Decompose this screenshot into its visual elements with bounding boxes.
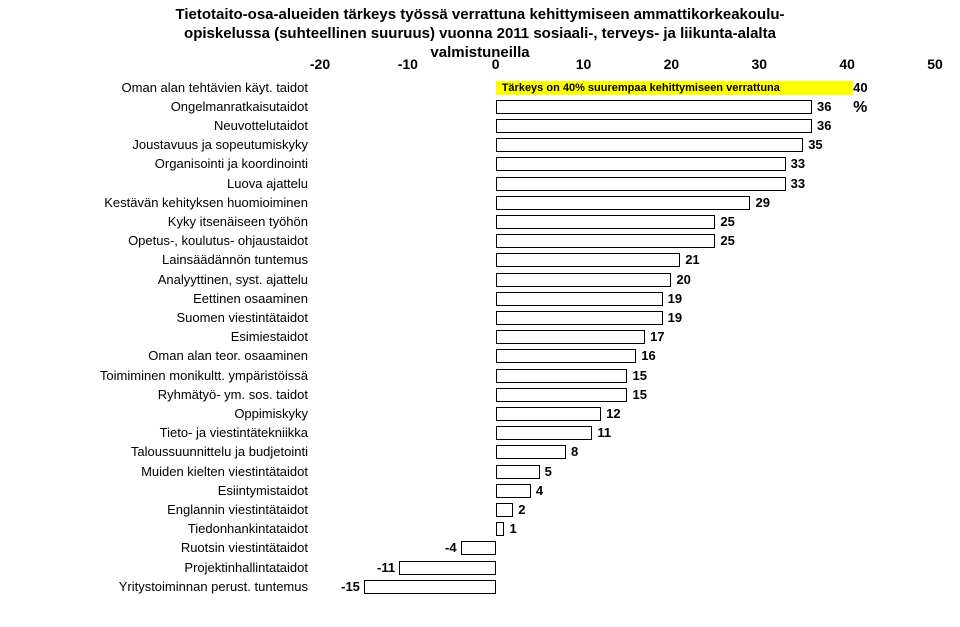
category-label: Toimiminen monikultt. ympäristöissä — [0, 368, 308, 383]
bar — [496, 465, 540, 479]
bar — [399, 561, 496, 575]
value-label: 4 — [536, 483, 543, 498]
x-tick: 20 — [664, 56, 680, 72]
value-label: 25 — [720, 214, 734, 229]
value-label: 40 — [853, 80, 867, 95]
category-label: Tieto- ja viestintätekniikka — [0, 425, 308, 440]
value-label: 12 — [606, 406, 620, 421]
highlight-band: Tärkeys on 40% suurempaa kehittymiseen v… — [496, 81, 853, 95]
category-label: Ruotsin viestintätaidot — [0, 540, 308, 555]
category-label: Luova ajattelu — [0, 176, 308, 191]
bar — [496, 100, 812, 114]
category-label: Opetus-, koulutus- ohjaustaidot — [0, 233, 308, 248]
value-label: 19 — [668, 310, 682, 325]
percent-label: % — [853, 99, 867, 117]
x-tick: 30 — [751, 56, 767, 72]
x-tick: 0 — [492, 56, 500, 72]
bar — [496, 330, 645, 344]
category-label: Yritystoiminnan perust. tuntemus — [0, 579, 308, 594]
value-label: 36 — [817, 118, 831, 133]
bar — [496, 157, 786, 171]
category-label: Oppimiskyky — [0, 406, 308, 421]
value-label: 21 — [685, 252, 699, 267]
category-label: Tiedonhankintataidot — [0, 521, 308, 536]
bar — [496, 503, 514, 517]
value-label: 15 — [633, 387, 647, 402]
bar — [496, 369, 628, 383]
bar — [496, 426, 593, 440]
category-label: Projektinhallintataidot — [0, 560, 308, 575]
bar — [496, 273, 672, 287]
category-label: Kyky itsenäiseen työhön — [0, 214, 308, 229]
x-tick: -10 — [398, 56, 418, 72]
bar — [364, 580, 496, 594]
x-tick: 50 — [927, 56, 943, 72]
category-label: Kestävän kehityksen huomioiminen — [0, 195, 308, 210]
value-label: 1 — [510, 521, 517, 536]
bar — [496, 311, 663, 325]
value-label: 8 — [571, 444, 578, 459]
value-label: 33 — [791, 156, 805, 171]
category-label: Suomen viestintätaidot — [0, 310, 308, 325]
category-label: Oman alan tehtävien käyt. taidot — [0, 80, 308, 95]
bar — [496, 484, 531, 498]
category-label: Eettinen osaaminen — [0, 291, 308, 306]
value-label: 20 — [676, 272, 690, 287]
category-label: Esiintymistaidot — [0, 483, 308, 498]
bar — [496, 138, 804, 152]
category-label: Neuvottelutaidot — [0, 118, 308, 133]
bar — [496, 445, 566, 459]
bar — [496, 388, 628, 402]
value-label: -11 — [377, 560, 395, 575]
bar — [496, 253, 681, 267]
x-tick: 10 — [576, 56, 592, 72]
category-label: Ryhmätyö- ym. sos. taidot — [0, 387, 308, 402]
value-label: 2 — [518, 502, 525, 517]
value-label: 19 — [668, 291, 682, 306]
value-label: 33 — [791, 176, 805, 191]
value-label: 16 — [641, 348, 655, 363]
bar — [461, 541, 496, 555]
bar — [496, 119, 812, 133]
bar — [496, 407, 601, 421]
category-label: Oman alan teor. osaaminen — [0, 348, 308, 363]
chart-title: Tietotaito-osa-alueiden tärkeys työssä v… — [110, 6, 850, 62]
value-label: 15 — [633, 368, 647, 383]
bar — [496, 234, 716, 248]
category-label: Muiden kielten viestintätaidot — [0, 464, 308, 479]
value-label: 11 — [597, 425, 611, 440]
bar — [496, 292, 663, 306]
bar — [496, 177, 786, 191]
bar — [496, 349, 637, 363]
category-label: Englannin viestintätaidot — [0, 502, 308, 517]
category-label: Lainsäädännön tuntemus — [0, 252, 308, 267]
category-label: Esimiestaidot — [0, 329, 308, 344]
value-label: 36 — [817, 99, 831, 114]
bar — [496, 215, 716, 229]
value-label: 25 — [720, 233, 734, 248]
x-tick: 40 — [839, 56, 855, 72]
bar — [496, 522, 505, 536]
value-label: 29 — [756, 195, 770, 210]
category-label: Taloussuunnittelu ja budjetointi — [0, 444, 308, 459]
x-tick: -20 — [310, 56, 330, 72]
category-label: Ongelmanratkaisutaidot — [0, 99, 308, 114]
value-label: 35 — [808, 137, 822, 152]
bar — [496, 196, 751, 210]
category-label: Analyyttinen, syst. ajattelu — [0, 272, 308, 287]
category-label: Organisointi ja koordinointi — [0, 156, 308, 171]
value-label: 5 — [545, 464, 552, 479]
value-label: 17 — [650, 329, 664, 344]
value-label: -15 — [341, 579, 360, 594]
category-label: Joustavuus ja sopeutumiskyky — [0, 137, 308, 152]
value-label: -4 — [445, 540, 457, 555]
